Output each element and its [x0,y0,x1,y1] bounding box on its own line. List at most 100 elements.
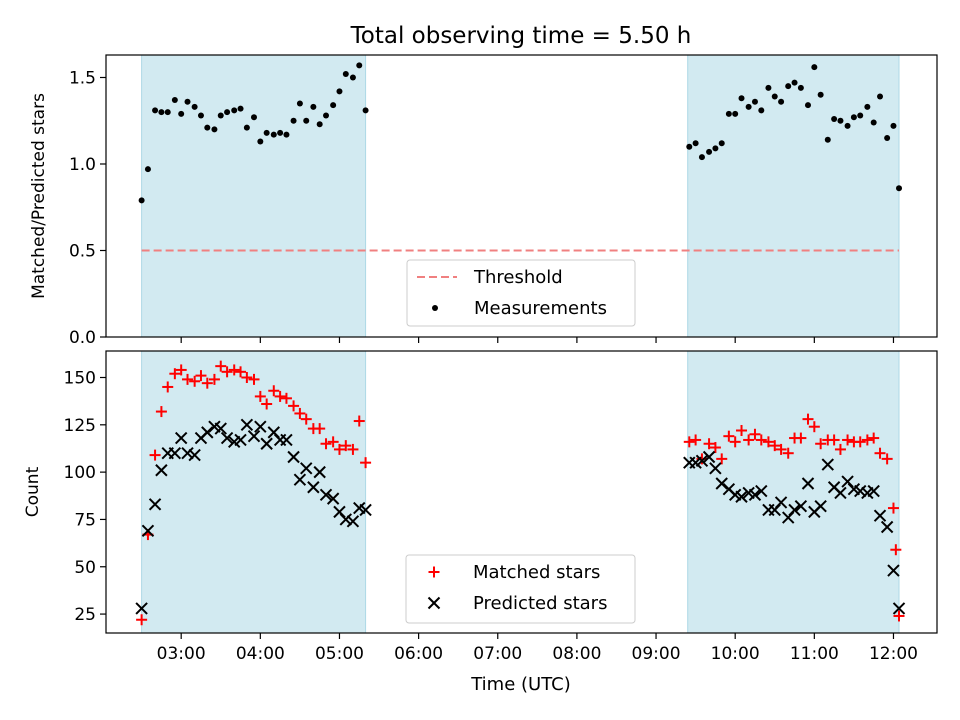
matched-star-point-37 [690,434,702,446]
matched-star-point-33 [347,443,359,455]
cross-b [353,501,366,515]
predicted-star-point-8 [181,446,194,460]
measurement-point-7 [178,110,185,117]
cross-b [748,488,762,502]
measurement-point-25 [296,100,303,107]
matched-star-point-4 [155,406,167,418]
matched-star-point-66 [881,453,893,465]
matched-star-point-59 [834,443,846,455]
matched-star-point-29 [320,438,332,450]
y-tick-label-2: 50 [74,558,96,578]
predicted-star-point-20 [260,437,273,450]
measurement-point-48 [765,84,772,91]
predicted-star-point-6 [168,446,182,460]
matched-star-point-67 [887,502,899,514]
x-tick-label-8: 10:00 [711,644,760,664]
measurement-point-62 [857,112,864,119]
measurement-point-64 [870,119,877,126]
matched-star-point-9 [189,375,201,387]
matched-star-point-18 [248,373,260,385]
matched-star-point-22 [274,390,286,402]
x-tick-label-5: 07:00 [473,644,522,664]
legend-measurement-swatch [432,305,438,311]
measurement-point-46 [751,98,758,105]
measurement-point-57 [824,136,831,143]
measurement-point-51 [785,83,792,90]
matched-star-point-17 [241,371,253,383]
matched-star-point-26 [300,413,312,425]
axes-frame [105,54,938,338]
measurement-point-29 [323,112,330,119]
measurement-point-67 [890,122,897,129]
predicted-star-point-25 [293,473,307,486]
matched-star-point-42 [723,430,735,442]
cross-b [326,492,340,505]
predicted-star-point-33 [346,515,360,528]
series-1 [138,62,903,204]
matched-star-point-54 [802,413,814,425]
predicted-star-point-57 [821,458,834,471]
predicted-star-point-66 [880,520,894,534]
matched-star-point-69 [893,610,905,622]
cross-b [841,475,854,488]
measurement-point-36 [686,143,693,150]
cross-b [174,431,188,445]
measurement-point-65 [877,93,884,100]
matched-star-point-46 [749,428,761,440]
predicted-star-point-14 [220,431,234,445]
matched-star-point-58 [828,434,840,446]
cross-b [728,488,742,502]
measurement-point-32 [342,71,349,78]
legend-matched-swatch [428,566,440,578]
cross-b [880,520,894,534]
predicted-star-point-52 [788,503,801,517]
measurement-point-28 [316,121,323,128]
cross-b [867,484,880,498]
predicted-star-point-46 [748,488,762,502]
predicted-star-point-47 [755,484,768,498]
measurement-point-39 [706,148,713,155]
legend-box [405,554,636,624]
cross-b [794,499,808,513]
predicted-star-point-29 [319,488,333,502]
cross-b [755,484,768,498]
predicted-star-point-23 [280,433,293,447]
predicted-star-point-13 [214,422,227,435]
predicted-star-point-38 [695,454,709,467]
predicted-star-point-53 [794,499,808,513]
y-axis-label: Matched/Predicted stars [29,93,49,299]
observing-window-2 [687,54,900,338]
cross-b [141,524,155,538]
measurement-point-50 [778,98,785,105]
y-tick-label-3: 75 [74,510,96,530]
predicted-star-point-64 [867,484,880,498]
y-tick-label-2: 0.5 [69,241,96,261]
matched-star-point-62 [854,436,866,448]
measurement-point-20 [263,129,270,136]
cross-b [887,564,900,577]
matched-star-point-30 [327,436,339,448]
cross-b [254,420,267,433]
matched-star-point-49 [769,440,781,452]
measurement-point-17 [243,124,250,131]
predicted-star-point-35 [359,503,372,517]
y-tick-label-1: 0.0 [69,328,96,348]
measurement-point-43 [732,110,739,117]
predicted-star-point-30 [326,492,340,505]
measurement-point-23 [283,131,290,138]
cross-b [234,433,247,447]
predicted-star-point-11 [201,426,214,439]
legend: Matched stars Predicted stars [405,554,636,624]
matched-star-point-19 [254,390,266,402]
predicted-star-point-39 [702,450,716,464]
measurement-point-44 [738,95,745,102]
measurement-point-53 [797,84,804,91]
measurement-point-15 [231,107,238,114]
y-tick-label-1: 25 [74,605,96,625]
cross-b [821,458,834,471]
measurement-point-56 [817,91,824,98]
cross-b [181,446,194,460]
matched-star-point-56 [815,438,827,450]
matched-star-point-7 [175,364,187,376]
predicted-star-point-56 [814,499,827,513]
